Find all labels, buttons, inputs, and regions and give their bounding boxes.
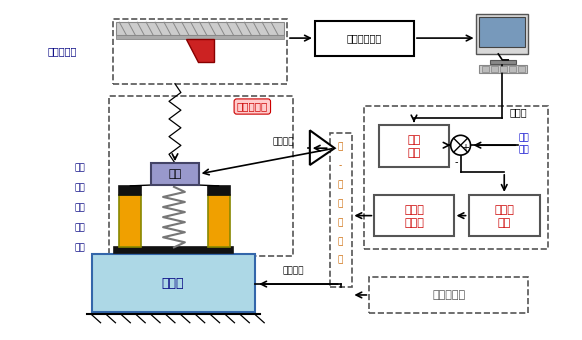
Text: 动器: 动器 bbox=[74, 243, 85, 252]
Text: 弹性: 弹性 bbox=[74, 203, 85, 212]
Bar bbox=[379, 125, 449, 167]
Text: 制器: 制器 bbox=[498, 218, 511, 227]
Text: 控制器: 控制器 bbox=[509, 107, 527, 118]
Bar bbox=[329, 133, 352, 287]
Bar bbox=[151, 163, 199, 185]
Bar bbox=[370, 277, 528, 313]
Bar bbox=[480, 65, 527, 73]
Bar bbox=[477, 14, 528, 54]
Bar bbox=[208, 186, 229, 195]
Bar bbox=[115, 248, 233, 253]
Text: 逆整: 逆整 bbox=[407, 135, 421, 145]
Bar bbox=[91, 254, 255, 312]
Text: 参考: 参考 bbox=[518, 134, 529, 143]
Text: 模: 模 bbox=[338, 181, 343, 189]
Text: -: - bbox=[455, 157, 459, 167]
Text: 信号发生器: 信号发生器 bbox=[432, 290, 465, 300]
Bar bbox=[469, 195, 540, 236]
Text: 非线性: 非线性 bbox=[404, 205, 424, 215]
Bar bbox=[482, 66, 489, 72]
Bar bbox=[509, 66, 516, 72]
Text: 数据采集装置: 数据采集装置 bbox=[347, 33, 382, 43]
Text: 补偿器: 补偿器 bbox=[404, 218, 424, 227]
Bar bbox=[364, 105, 548, 249]
Text: 体驱: 体驱 bbox=[74, 223, 85, 232]
Text: 激振器: 激振器 bbox=[162, 276, 184, 290]
Bar bbox=[518, 66, 525, 72]
Text: 重物: 重物 bbox=[168, 169, 182, 179]
Text: -: - bbox=[339, 162, 342, 171]
Bar bbox=[119, 186, 141, 195]
Bar bbox=[113, 19, 287, 84]
Text: 锥形: 锥形 bbox=[74, 164, 85, 172]
Bar bbox=[480, 17, 525, 47]
Polygon shape bbox=[310, 130, 335, 165]
Text: 反馈控: 反馈控 bbox=[494, 205, 514, 215]
Bar bbox=[315, 21, 414, 56]
Text: 置: 置 bbox=[338, 256, 343, 265]
Bar bbox=[491, 66, 498, 72]
Text: 转: 转 bbox=[338, 199, 343, 208]
Text: 激振信号: 激振信号 bbox=[282, 267, 304, 276]
Text: 形器: 形器 bbox=[407, 148, 421, 158]
Bar bbox=[119, 195, 141, 248]
Bar bbox=[97, 259, 250, 307]
Bar bbox=[491, 60, 516, 64]
Bar bbox=[374, 195, 453, 236]
Bar bbox=[116, 35, 284, 39]
Circle shape bbox=[450, 135, 470, 155]
Text: +: + bbox=[460, 143, 469, 153]
Text: 数: 数 bbox=[338, 143, 343, 152]
Polygon shape bbox=[186, 39, 214, 62]
Text: 换: 换 bbox=[338, 218, 343, 227]
Text: 激光传感器: 激光传感器 bbox=[47, 46, 77, 56]
Text: 介电: 介电 bbox=[74, 183, 85, 192]
Text: 控制信号: 控制信号 bbox=[272, 138, 294, 147]
Bar bbox=[208, 195, 229, 248]
Bar bbox=[109, 96, 293, 256]
Text: 高压放大器: 高压放大器 bbox=[237, 102, 268, 112]
Bar bbox=[116, 22, 284, 35]
Text: 装: 装 bbox=[338, 237, 343, 246]
Bar bbox=[501, 66, 508, 72]
Text: 信号: 信号 bbox=[518, 146, 529, 155]
